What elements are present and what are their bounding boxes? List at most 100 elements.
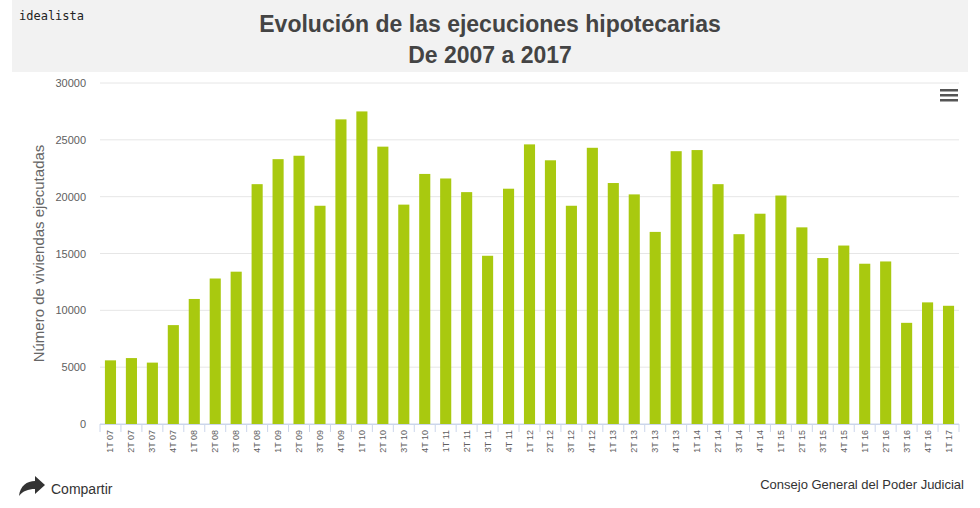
x-tick-label: 4T 12 bbox=[587, 430, 597, 453]
bar bbox=[733, 234, 744, 424]
x-tick bbox=[393, 424, 394, 432]
bar bbox=[293, 156, 304, 424]
x-tick bbox=[120, 424, 121, 432]
y-tick-label: 10000 bbox=[55, 304, 86, 316]
x-tick bbox=[141, 424, 142, 432]
y-axis-label: Número de viviendas ejecutadas bbox=[30, 145, 47, 363]
x-tick bbox=[351, 424, 352, 432]
bar bbox=[566, 206, 577, 424]
bar bbox=[440, 178, 451, 424]
bar bbox=[482, 256, 493, 424]
x-tick bbox=[183, 424, 184, 432]
subtitle: De 2007 a 2017 bbox=[408, 42, 572, 68]
bar bbox=[273, 159, 284, 424]
x-tick-label: 1T 07 bbox=[105, 430, 115, 453]
bar bbox=[503, 189, 514, 424]
menu-line bbox=[940, 89, 958, 92]
x-tick bbox=[372, 424, 373, 432]
x-tick bbox=[602, 424, 603, 432]
x-tick-label: 4T 16 bbox=[923, 430, 933, 453]
x-tick-label: 3T 08 bbox=[231, 430, 241, 453]
y-tick-label: 5000 bbox=[62, 361, 86, 373]
x-tick-label: 3T 15 bbox=[818, 430, 828, 453]
x-tick-label: 1T 15 bbox=[776, 430, 786, 453]
bar bbox=[168, 325, 179, 424]
x-tick bbox=[917, 424, 918, 432]
x-tick-label: 3T 07 bbox=[147, 430, 157, 453]
x-tick bbox=[833, 424, 834, 432]
x-tick-label: 3T 11 bbox=[483, 430, 493, 452]
bar bbox=[922, 302, 933, 424]
x-tick-label: 2T 13 bbox=[629, 430, 639, 453]
x-tick-label: 3T 14 bbox=[734, 430, 744, 453]
x-tick bbox=[854, 424, 855, 432]
bar bbox=[231, 272, 242, 424]
x-tick bbox=[623, 424, 624, 432]
bar bbox=[398, 205, 409, 424]
menu-icon[interactable] bbox=[940, 89, 958, 102]
x-tick bbox=[162, 424, 163, 432]
x-tick bbox=[791, 424, 792, 432]
bar bbox=[817, 258, 828, 424]
x-tick-label: 3T 10 bbox=[399, 430, 409, 453]
x-tick bbox=[225, 424, 226, 432]
bar bbox=[859, 264, 870, 424]
x-tick-label: 1T 11 bbox=[441, 430, 451, 452]
x-tick-label: 2T 09 bbox=[294, 430, 304, 453]
bar bbox=[461, 192, 472, 424]
x-tick-label: 2T 08 bbox=[210, 430, 220, 453]
x-tick-label: 4T 10 bbox=[420, 430, 430, 453]
bar bbox=[524, 144, 535, 424]
x-tick bbox=[477, 424, 478, 432]
menu-line bbox=[940, 94, 958, 97]
x-tick-label: 2T 11 bbox=[462, 430, 472, 452]
bar bbox=[335, 119, 346, 424]
x-tick bbox=[644, 424, 645, 432]
bar bbox=[210, 279, 221, 424]
x-tick-label: 3T 16 bbox=[902, 430, 912, 453]
x-tick bbox=[665, 424, 666, 432]
x-tick-label: 3T 12 bbox=[566, 430, 576, 453]
bar bbox=[419, 174, 430, 424]
grid-line bbox=[100, 139, 959, 140]
x-tick-label: 4T 09 bbox=[336, 430, 346, 453]
x-tick-label: 1T 09 bbox=[273, 430, 283, 453]
chart: idealistaEvolución de las ejecuciones hi… bbox=[0, 0, 980, 508]
bar bbox=[356, 111, 367, 424]
y-tick-label: 20000 bbox=[55, 191, 86, 203]
bar bbox=[587, 148, 598, 424]
share-label: Compartir bbox=[51, 481, 113, 497]
bar bbox=[692, 150, 703, 424]
x-tick-label: 4T 15 bbox=[839, 430, 849, 453]
x-tick bbox=[539, 424, 540, 432]
menu-line bbox=[940, 99, 958, 102]
bar bbox=[314, 206, 325, 424]
x-tick bbox=[288, 424, 289, 432]
bar bbox=[775, 196, 786, 424]
bar bbox=[671, 151, 682, 424]
bar bbox=[796, 227, 807, 424]
bar bbox=[943, 306, 954, 424]
header-band bbox=[12, 0, 968, 72]
x-tick bbox=[749, 424, 750, 432]
y-tick-label: 30000 bbox=[55, 77, 86, 89]
bar bbox=[754, 214, 765, 424]
y-tick-label: 15000 bbox=[55, 248, 86, 260]
bar bbox=[126, 358, 137, 424]
share-button[interactable]: Compartir bbox=[19, 476, 113, 497]
x-tick bbox=[875, 424, 876, 432]
x-tick bbox=[707, 424, 708, 432]
x-tick bbox=[246, 424, 247, 432]
x-tick-label: 4T 11 bbox=[504, 430, 514, 452]
x-tick-label: 3T 09 bbox=[315, 430, 325, 453]
x-tick-label: 1T 12 bbox=[525, 430, 535, 453]
x-tick-label: 1T 14 bbox=[692, 430, 702, 453]
x-tick bbox=[435, 424, 436, 432]
x-tick bbox=[456, 424, 457, 432]
x-tick bbox=[330, 424, 331, 432]
x-tick-label: 4T 13 bbox=[671, 430, 681, 453]
x-tick-label: 4T 08 bbox=[252, 430, 262, 453]
x-tick bbox=[938, 424, 939, 432]
x-tick bbox=[414, 424, 415, 432]
bar bbox=[545, 160, 556, 424]
